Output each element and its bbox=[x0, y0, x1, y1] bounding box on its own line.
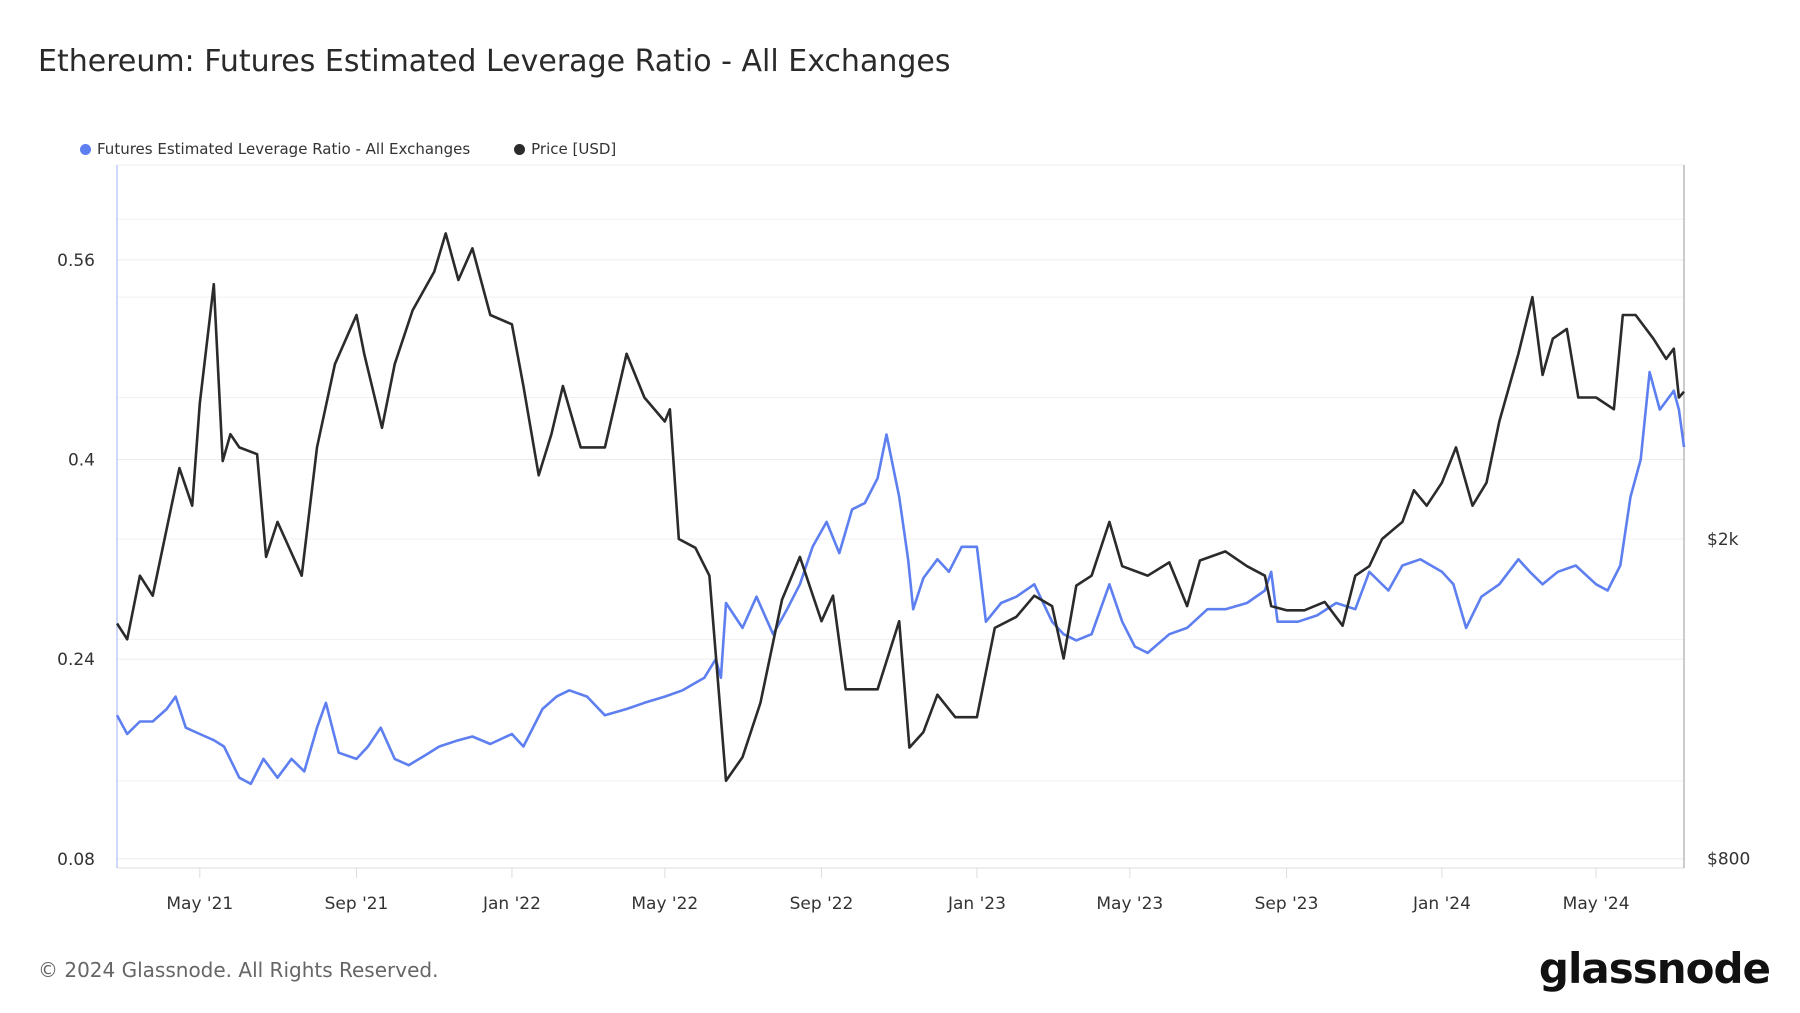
legend-item-leverage[interactable]: Futures Estimated Leverage Ratio - All E… bbox=[80, 140, 470, 158]
x-tick-label: May '21 bbox=[166, 894, 233, 914]
x-tick-label: Sep '22 bbox=[790, 894, 854, 914]
x-tick-label: May '22 bbox=[631, 894, 698, 914]
y-left-tick-label: 0.08 bbox=[57, 850, 95, 870]
legend: Futures Estimated Leverage Ratio - All E… bbox=[80, 140, 616, 158]
legend-label-leverage: Futures Estimated Leverage Ratio - All E… bbox=[97, 140, 471, 158]
y-right-tick-label: $800 bbox=[1707, 850, 1750, 870]
legend-dot-price-icon bbox=[514, 143, 526, 155]
leverage-ratio-line bbox=[115, 370, 1686, 786]
copyright: © 2024 Glassnode. All Rights Reserved. bbox=[38, 958, 439, 982]
legend-item-price[interactable]: Price [USD] bbox=[514, 140, 616, 158]
x-tick-label: Sep '21 bbox=[325, 894, 389, 914]
x-tick-label: Jan '24 bbox=[1412, 894, 1471, 914]
x-tick-label: Jan '22 bbox=[482, 894, 541, 914]
chart-title: Ethereum: Futures Estimated Leverage Rat… bbox=[38, 44, 951, 79]
legend-label-price: Price [USD] bbox=[531, 140, 617, 158]
y-left-tick-label: 0.4 bbox=[68, 450, 95, 470]
y-left-tick-label: 0.24 bbox=[57, 650, 95, 670]
x-tick-label: Sep '23 bbox=[1255, 894, 1319, 914]
price-line bbox=[115, 232, 1685, 783]
legend-dot-leverage-icon bbox=[80, 143, 91, 155]
y-left-tick-label: 0.56 bbox=[57, 251, 95, 271]
x-tick-label: May '23 bbox=[1096, 894, 1163, 914]
x-tick-label: May '24 bbox=[1563, 894, 1630, 914]
y-right-tick-label: $2k bbox=[1707, 530, 1739, 550]
x-tick-label: Jan '23 bbox=[947, 894, 1006, 914]
glassnode-logo: glassnode bbox=[1538, 944, 1771, 993]
